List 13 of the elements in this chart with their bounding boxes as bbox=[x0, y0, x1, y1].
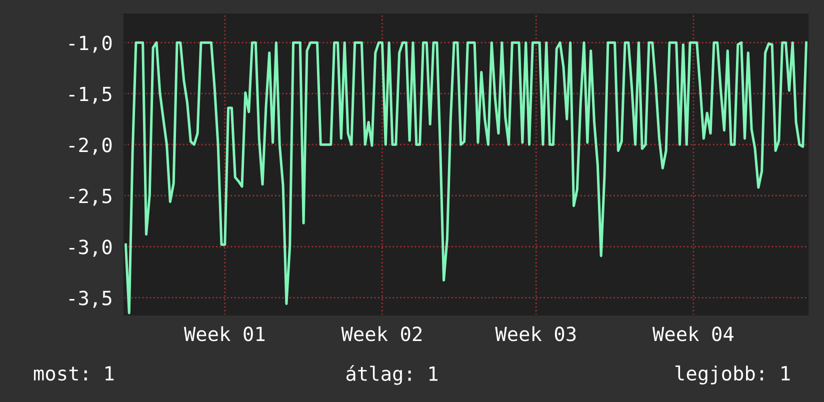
x-tick-label: Week 03 bbox=[495, 326, 576, 342]
y-tick-label: -1,5 bbox=[69, 86, 112, 104]
x-tick-label: Week 02 bbox=[341, 326, 422, 342]
text: most: 1 bbox=[34, 366, 114, 381]
text: legjobb: 1 bbox=[675, 365, 790, 385]
y-tick-label: -3,5 bbox=[69, 290, 112, 308]
y-tick-label: -2,5 bbox=[69, 188, 112, 206]
y-tick-label: -2,0 bbox=[69, 138, 112, 155]
x-tick-label: Week 01 bbox=[184, 326, 265, 342]
text: átlag: 1 bbox=[346, 365, 438, 385]
y-tick-label: -1,0 bbox=[69, 36, 112, 53]
y-tick-label: -3,0 bbox=[69, 240, 112, 257]
x-tick-label: Week 04 bbox=[652, 326, 734, 342]
